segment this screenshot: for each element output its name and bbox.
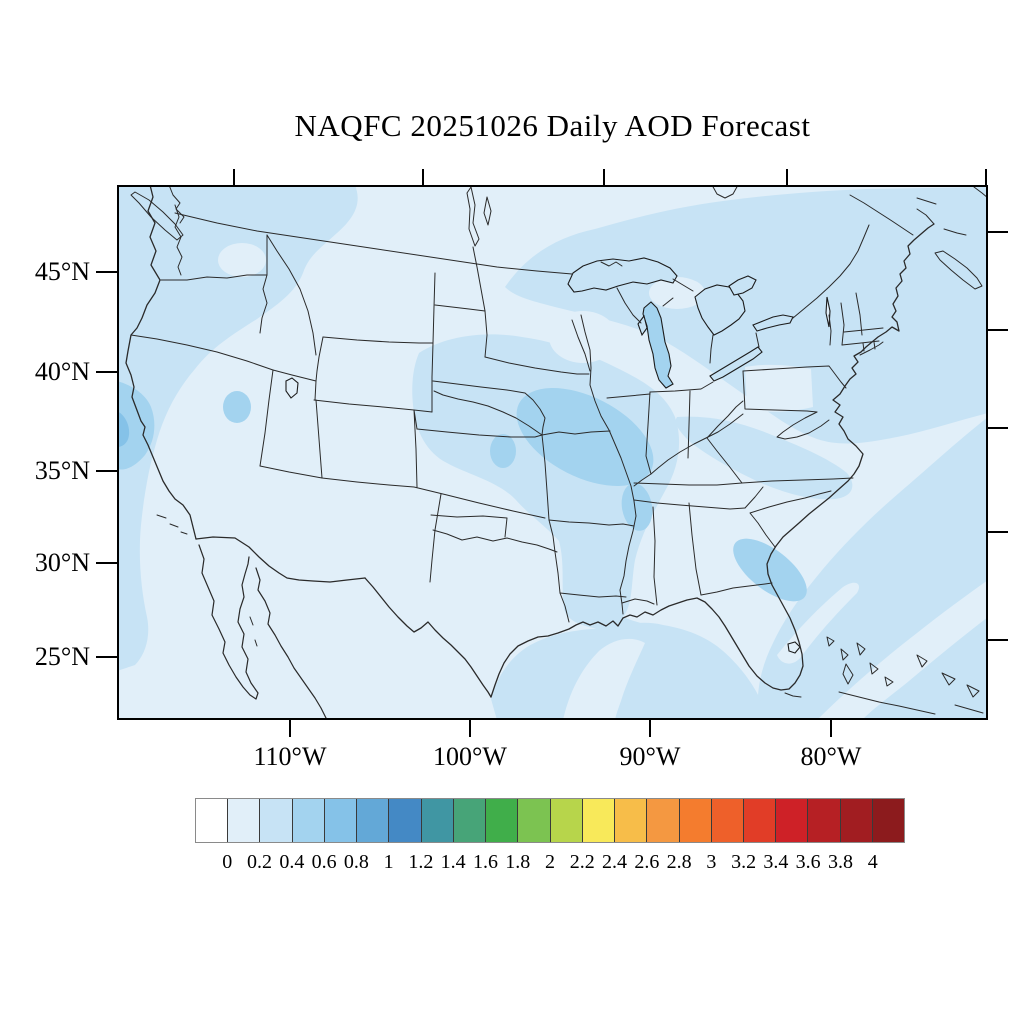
colorbar-tick-label: 0.4 [279,851,305,873]
map-frame [117,185,988,720]
colorbar-cell [615,799,648,842]
x-axis-tick-label: 110°W [253,742,327,771]
colorbar [195,798,905,843]
colorbar-cell [679,799,712,842]
geography-lines [125,185,988,719]
colorbar-tick-label: 0 [222,851,233,873]
y-axis-tick-label: 30°N [34,548,90,577]
colorbar-cell [711,799,744,842]
colorbar-tick-label: 3.4 [763,851,789,873]
axis-tick [96,656,117,658]
colorbar-cell [228,799,261,842]
colorbar-cell [324,799,358,842]
colorbar-cell [196,799,229,842]
y-axis-tick-label: 45°N [34,257,90,286]
colorbar-cell [550,799,583,842]
axis-tick [985,169,987,185]
colorbar-cell [647,799,680,842]
colorbar-tick-label: 4 [867,851,878,873]
axis-tick [988,329,1008,331]
aod-pale-patches [218,243,988,720]
axis-tick [289,720,291,737]
axis-tick [469,720,471,737]
x-axis-tick-label: 80°W [800,742,862,771]
colorbar-cell [743,799,777,842]
y-axis-tick-label: 35°N [34,456,90,485]
colorbar-cell [486,799,519,842]
axis-tick [96,371,117,373]
axis-tick [988,639,1008,641]
axis-tick [988,427,1008,429]
colorbar-cell [389,799,422,842]
colorbar-cell [840,799,873,842]
aod-shading-04-06 [117,381,807,602]
axis-tick [96,470,117,472]
colorbar-cell [453,799,487,842]
y-axis-tick-label: 25°N [34,642,90,671]
colorbar-tick-label: 1.8 [505,851,531,873]
colorbar-tick-label: 2 [545,851,555,873]
forecast-map [117,185,988,720]
aod-shading-06-08 [117,411,130,447]
colorbar-cell [518,799,551,842]
colorbar-cell [872,799,905,842]
axis-tick [649,720,651,737]
axis-tick [96,271,117,273]
colorbar-tick-label: 2.8 [666,851,692,873]
axis-tick [96,562,117,564]
colorbar-cell [260,799,293,842]
colorbar-tick-label: 0.2 [247,851,273,873]
colorbar-tick-label: 3.8 [827,851,853,873]
colorbar-tick-label: 3.6 [795,851,821,873]
colorbar-cell [776,799,809,842]
axis-tick [988,531,1008,533]
colorbar-tick-label: 3 [706,851,717,873]
y-axis-tick-label: 40°N [34,357,90,386]
axis-tick [603,169,605,185]
colorbar-tick-label: 2.6 [634,851,660,873]
colorbar-tick-label: 2.2 [569,851,595,873]
colorbar-tick-label: 1.6 [472,851,498,873]
axis-tick [422,169,424,185]
colorbar-tick-label: 1.4 [440,851,466,873]
colorbar-cell [421,799,454,842]
colorbar-tick-label: 3.2 [731,851,757,873]
colorbar-cell [357,799,390,842]
axis-tick [786,169,788,185]
x-axis-tick-label: 90°W [619,742,681,771]
colorbar-cell [292,799,325,842]
colorbar-tick-label: 2.4 [602,851,628,873]
colorbar-tick-label: 1 [383,851,394,873]
colorbar-tick-label: 0.8 [343,851,369,873]
colorbar-tick-label: 1.2 [408,851,434,873]
axis-tick [988,231,1008,233]
x-axis-tick-label: 100°W [433,742,507,771]
axis-tick [233,169,235,185]
map-canvas [117,185,988,720]
colorbar-tick-label: 0.6 [311,851,337,873]
colorbar-cell [582,799,616,842]
lakes [285,257,831,654]
colorbar-cell [808,799,841,842]
axis-tick [830,720,832,737]
page-title: NAQFC 20251026 Daily AOD Forecast [294,108,811,143]
